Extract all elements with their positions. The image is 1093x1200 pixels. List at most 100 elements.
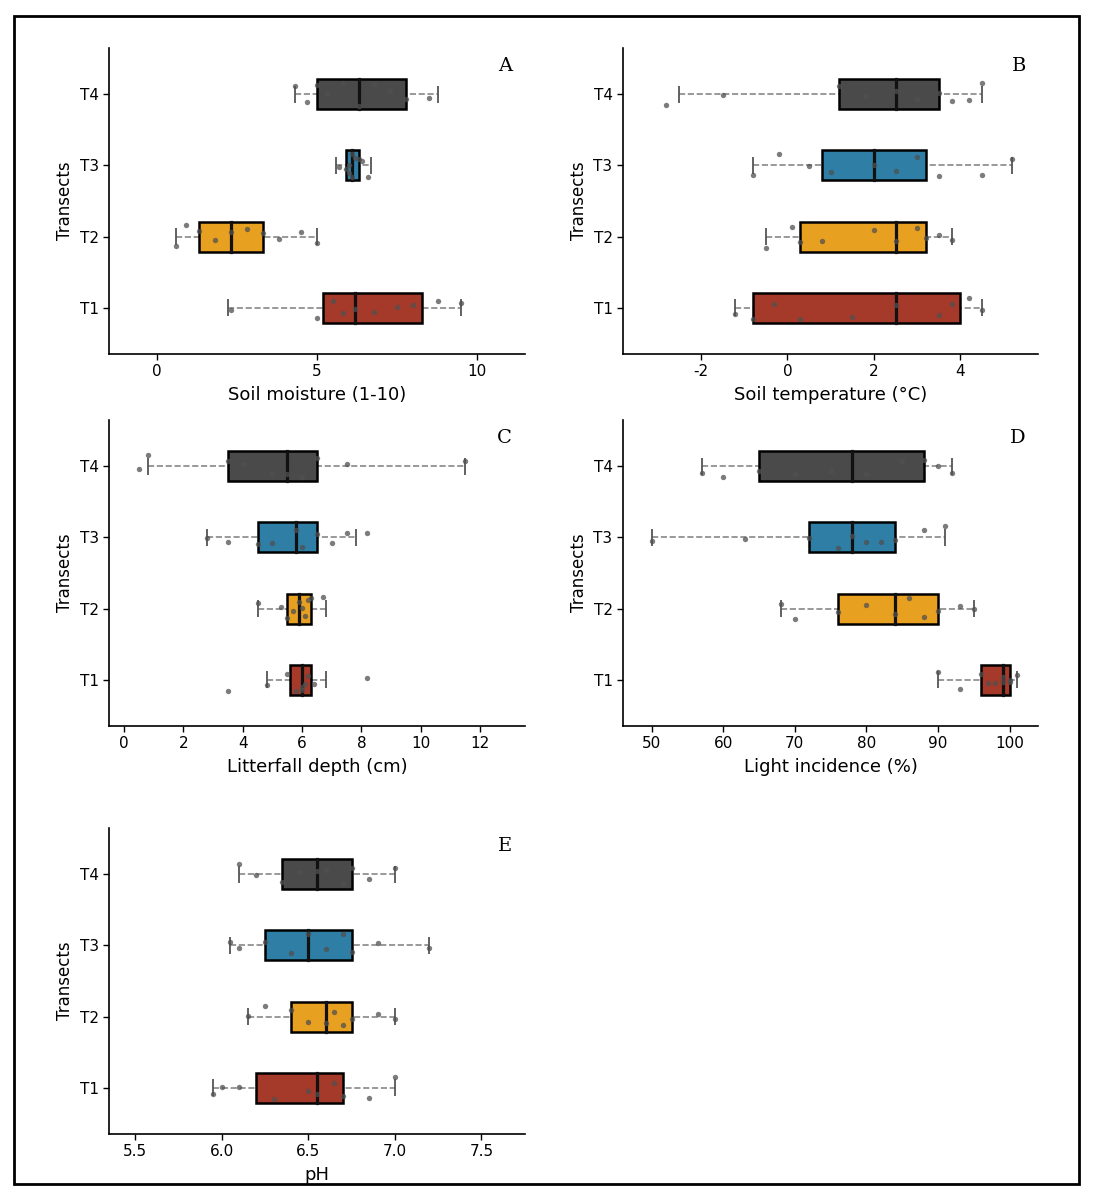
Point — [830, 602, 847, 622]
Bar — [822, 150, 926, 180]
Point — [420, 89, 437, 108]
Point — [930, 306, 948, 325]
Point — [279, 464, 296, 484]
Point — [220, 533, 237, 552]
Point — [330, 157, 348, 176]
Point — [822, 162, 839, 181]
Bar — [266, 930, 352, 960]
Point — [248, 865, 266, 884]
Point — [917, 228, 935, 247]
Point — [961, 288, 978, 307]
Point — [987, 673, 1004, 692]
Point — [220, 451, 237, 470]
Point — [965, 599, 983, 618]
Bar — [345, 150, 359, 180]
Point — [929, 456, 947, 475]
Point — [994, 673, 1011, 692]
Bar — [753, 293, 961, 323]
Point — [693, 463, 710, 482]
Point — [292, 222, 309, 241]
Point — [299, 1081, 317, 1100]
Point — [318, 85, 336, 104]
Y-axis label: Transects: Transects — [56, 534, 74, 612]
Point — [791, 232, 809, 251]
Point — [360, 1088, 377, 1108]
Point — [314, 588, 331, 607]
Point — [293, 538, 310, 557]
Point — [333, 73, 351, 92]
Point — [727, 304, 744, 323]
Point — [915, 521, 932, 540]
Point — [894, 452, 912, 472]
Point — [308, 308, 326, 328]
Point — [974, 74, 991, 94]
Point — [256, 996, 273, 1015]
Point — [338, 455, 355, 474]
Point — [291, 863, 308, 882]
Point — [249, 594, 267, 613]
Point — [296, 606, 314, 625]
Point — [256, 932, 273, 952]
Point — [858, 533, 875, 552]
Point — [404, 295, 422, 314]
Point — [930, 226, 948, 245]
Point — [299, 666, 317, 685]
Point — [231, 1076, 248, 1096]
Point — [366, 74, 384, 94]
Point — [231, 938, 248, 958]
Point — [167, 236, 185, 256]
Point — [368, 1004, 386, 1024]
Point — [299, 1012, 317, 1031]
Point — [398, 89, 415, 108]
Point — [951, 679, 968, 698]
Point — [772, 595, 789, 614]
X-axis label: Soil temperature (°C): Soil temperature (°C) — [734, 386, 927, 404]
Point — [886, 82, 904, 101]
Point — [886, 295, 904, 314]
Point — [858, 595, 875, 614]
Point — [421, 938, 438, 958]
Point — [326, 1002, 343, 1021]
Y-axis label: Transects: Transects — [569, 534, 588, 612]
Point — [744, 308, 762, 328]
Point — [346, 149, 364, 168]
Point — [658, 96, 675, 115]
Point — [343, 145, 361, 164]
Point — [279, 608, 296, 628]
Point — [886, 161, 904, 180]
Point — [901, 588, 918, 607]
Point — [222, 300, 239, 319]
Point — [930, 84, 948, 103]
Point — [844, 526, 861, 545]
Point — [866, 220, 883, 239]
Point — [282, 1001, 299, 1020]
Point — [736, 529, 753, 548]
Point — [961, 91, 978, 110]
Point — [139, 446, 156, 466]
Point — [1008, 665, 1025, 684]
X-axis label: Litterfall depth (cm): Litterfall depth (cm) — [226, 758, 408, 776]
Point — [308, 76, 326, 95]
Point — [291, 593, 308, 612]
Point — [757, 239, 775, 258]
Point — [979, 673, 997, 692]
Point — [386, 1009, 403, 1028]
Point — [346, 299, 364, 318]
Point — [222, 222, 239, 241]
Point — [866, 155, 883, 174]
Point — [340, 155, 357, 174]
Point — [213, 1078, 231, 1097]
Point — [299, 925, 317, 944]
Point — [908, 148, 926, 167]
Point — [786, 610, 803, 629]
Point — [286, 77, 304, 96]
Point — [338, 523, 355, 542]
Bar — [291, 1002, 352, 1032]
Point — [298, 92, 316, 112]
Point — [353, 151, 371, 170]
Point — [886, 232, 904, 251]
Point — [317, 940, 334, 959]
Point — [974, 166, 991, 185]
Point — [343, 942, 361, 961]
Bar — [324, 293, 422, 323]
